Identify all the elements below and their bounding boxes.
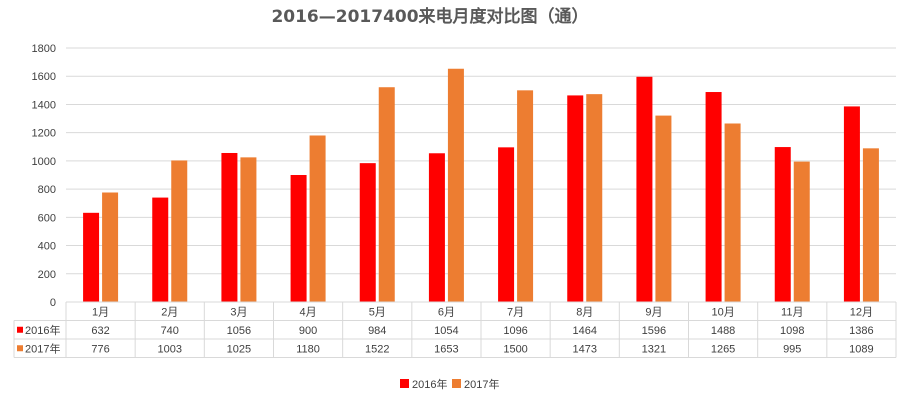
y-tick-label: 200 <box>38 269 56 281</box>
x-tick-label: 11月 <box>781 306 803 318</box>
bar <box>171 160 188 302</box>
data-label: 1386 <box>849 325 873 337</box>
x-tick-label: 10月 <box>711 306 734 318</box>
bar <box>705 92 722 302</box>
bar <box>359 163 376 302</box>
y-axis: 0 200 400 600 800 1000 1200 1400 1600 1800 <box>32 43 56 309</box>
bar <box>793 161 810 302</box>
bar <box>378 87 395 303</box>
y-tick-label: 1600 <box>32 71 56 83</box>
bar <box>843 106 860 302</box>
data-label: 1054 <box>434 325 458 337</box>
data-label: 984 <box>368 325 386 337</box>
y-tick-label: 800 <box>38 184 56 196</box>
legend-label: 2017年 <box>464 377 499 391</box>
data-label: 1025 <box>227 343 251 355</box>
y-tick-label: 1000 <box>32 156 56 168</box>
bar <box>428 153 445 302</box>
bar <box>517 90 534 302</box>
data-label: 1003 <box>158 343 182 355</box>
x-tick-label: 1月 <box>92 306 109 318</box>
table-series-label: 2017年 <box>25 341 60 355</box>
bar <box>586 94 603 302</box>
x-tick-label: 2月 <box>161 306 178 318</box>
data-label: 1522 <box>365 343 389 355</box>
bar <box>636 76 653 302</box>
data-label: 1500 <box>503 343 527 355</box>
data-label: 1180 <box>296 343 320 355</box>
y-tick-label: 400 <box>38 241 56 253</box>
bar <box>152 197 169 302</box>
table-legend-key <box>17 326 23 333</box>
gridlines <box>66 47 896 303</box>
data-label: 1488 <box>711 325 735 337</box>
x-tick-label: 9月 <box>645 306 662 318</box>
data-label: 995 <box>783 343 801 355</box>
bar <box>290 175 307 302</box>
data-table: 1月 2月 3月 4月 5月 6月 7月 8月 9月 10月 11月 12月 2016年 632 740 10… <box>13 301 897 358</box>
x-tick-label: 5月 <box>369 306 386 318</box>
x-tick-label: 6月 <box>438 306 455 318</box>
data-label: 1089 <box>849 343 873 355</box>
bar <box>862 148 879 302</box>
bar <box>102 192 119 302</box>
legend-swatch <box>452 379 461 388</box>
bar <box>774 147 791 302</box>
bar <box>309 135 326 302</box>
data-label: 1056 <box>227 325 251 337</box>
data-label: 1096 <box>503 325 527 337</box>
data-label: 1473 <box>573 343 597 355</box>
x-tick-label: 4月 <box>300 306 317 318</box>
bar <box>447 68 464 302</box>
x-tick-label: 7月 <box>507 306 524 318</box>
data-label: 740 <box>161 325 179 337</box>
table-legend-key <box>17 345 23 352</box>
data-label: 900 <box>299 325 317 337</box>
data-label: 1265 <box>711 343 735 355</box>
y-tick-label: 1400 <box>32 99 56 111</box>
data-label: 1098 <box>780 325 804 337</box>
bar <box>83 212 100 302</box>
y-tick-label: 0 <box>50 297 56 309</box>
x-tick-label: 8月 <box>576 306 593 318</box>
table-series-label: 2016年 <box>25 323 60 337</box>
bar <box>724 123 741 302</box>
chart-title: 2016—2017400来电月度对比图（通） <box>271 6 588 27</box>
bar <box>567 95 584 302</box>
x-tick-label: 3月 <box>230 306 247 318</box>
bars <box>83 68 879 303</box>
data-label: 1464 <box>573 325 597 337</box>
y-tick-label: 1800 <box>32 43 56 55</box>
data-label: 1653 <box>434 343 458 355</box>
y-tick-label: 1200 <box>32 128 56 140</box>
legend-label: 2016年 <box>412 377 447 391</box>
data-label: 1321 <box>642 343 666 355</box>
data-label: 1596 <box>642 325 666 337</box>
bar <box>498 147 515 302</box>
legend: 2016年 2017年 <box>400 377 499 391</box>
data-label: 776 <box>91 343 109 355</box>
x-tick-label: 12月 <box>850 306 873 318</box>
data-label: 632 <box>91 325 109 337</box>
y-tick-label: 600 <box>38 212 56 224</box>
legend-swatch <box>400 379 409 388</box>
bar <box>221 152 238 302</box>
bar <box>240 157 257 302</box>
bar <box>655 115 672 302</box>
